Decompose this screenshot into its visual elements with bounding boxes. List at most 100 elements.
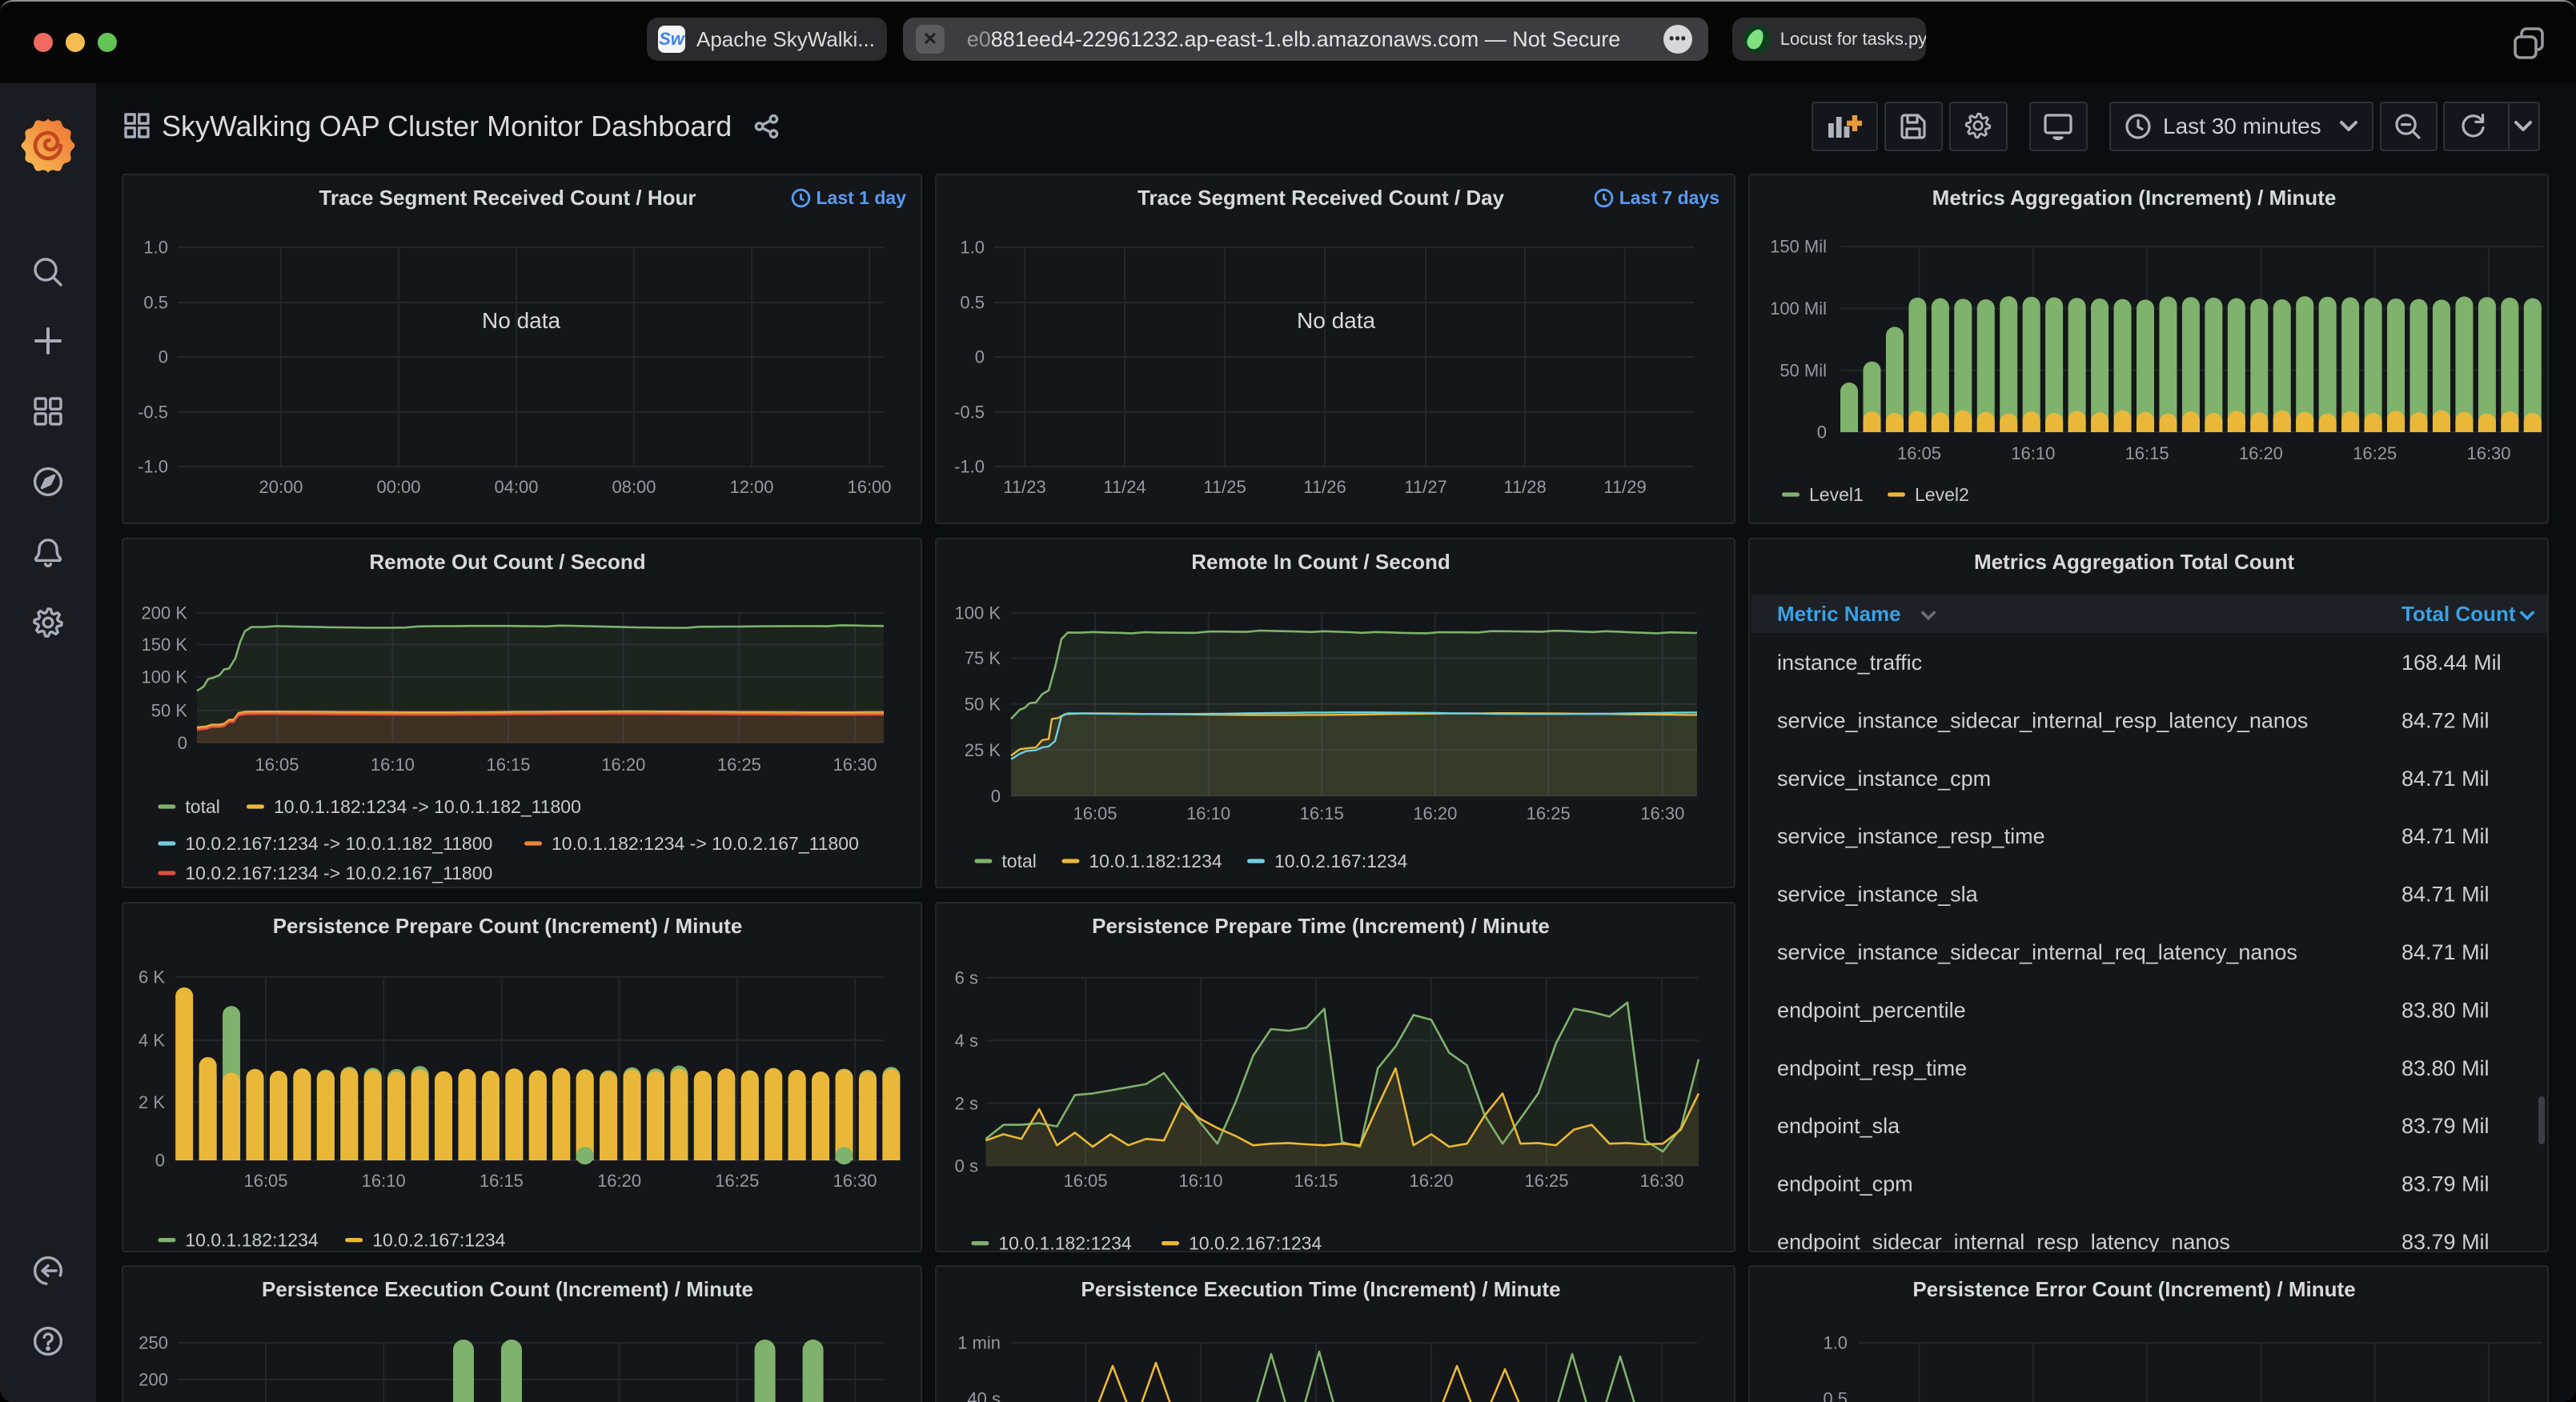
svg-text:100 K: 100 K [955,603,1001,623]
svg-text:10.0.1.182:1234: 10.0.1.182:1234 [185,1230,318,1251]
svg-text:150 K: 150 K [142,635,188,655]
svg-text:11/29: 11/29 [1603,477,1646,497]
svg-text:0: 0 [155,1151,165,1171]
svg-text:16:20: 16:20 [2239,443,2283,463]
svg-text:Level2: Level2 [1915,484,1969,505]
svg-text:11/24: 11/24 [1103,477,1146,497]
svg-text:16:25: 16:25 [1524,1171,1568,1191]
svg-text:instance_traffic: instance_traffic [1777,651,1922,675]
svg-text:10.0.1.182:1234 -> 10.0.1.182_: 10.0.1.182:1234 -> 10.0.1.182_11800 [274,796,581,817]
svg-text:0: 0 [991,787,1001,807]
svg-text:0.5: 0.5 [1823,1389,1848,1402]
svg-text:20:00: 20:00 [259,477,303,497]
svg-text:16:00: 16:00 [847,477,891,497]
svg-text:11/25: 11/25 [1203,477,1246,497]
svg-text:Level1: Level1 [1809,484,1864,505]
svg-text:50 K: 50 K [151,701,188,721]
svg-text:total: total [185,796,219,817]
svg-text:11/26: 11/26 [1303,477,1346,497]
svg-text:16:25: 16:25 [1527,803,1571,823]
svg-text:100 K: 100 K [142,667,188,687]
svg-text:83.79 Mil: 83.79 Mil [2401,1114,2490,1138]
svg-text:0: 0 [178,733,187,753]
svg-text:-1.0: -1.0 [138,457,168,477]
svg-text:84.71 Mil: 84.71 Mil [2401,767,2490,791]
svg-text:16:10: 16:10 [362,1171,406,1191]
svg-text:10.0.1.182:1234 -> 10.0.2.167_: 10.0.1.182:1234 -> 10.0.2.167_11800 [552,833,859,854]
svg-text:16:30: 16:30 [833,1171,877,1191]
svg-text:endpoint_sidecar_internal_resp: endpoint_sidecar_internal_resp_latency_n… [1777,1230,2230,1252]
svg-text:0.5: 0.5 [960,293,985,313]
svg-text:-1.0: -1.0 [954,457,985,477]
svg-text:250: 250 [138,1333,168,1353]
svg-text:168.44 Mil: 168.44 Mil [2401,651,2502,675]
svg-text:16:15: 16:15 [1294,1171,1338,1191]
svg-text:10.0.2.167:1234: 10.0.2.167:1234 [1274,851,1407,871]
svg-text:50 K: 50 K [965,695,1001,715]
svg-text:0: 0 [1817,423,1827,443]
svg-text:16:15: 16:15 [486,755,530,775]
svg-text:service_instance_sla: service_instance_sla [1777,883,1979,907]
svg-text:10.0.2.167:1234: 10.0.2.167:1234 [372,1230,505,1251]
svg-text:6 s: 6 s [955,968,978,988]
svg-text:16:20: 16:20 [597,1171,641,1191]
svg-text:service_instance_cpm: service_instance_cpm [1777,767,1991,791]
svg-text:4 s: 4 s [955,1031,978,1051]
svg-text:16:10: 16:10 [1186,803,1230,823]
svg-text:83.80 Mil: 83.80 Mil [2401,998,2490,1022]
svg-text:16:05: 16:05 [1897,443,1941,463]
svg-text:16:20: 16:20 [1413,803,1457,823]
svg-text:16:30: 16:30 [2466,443,2510,463]
svg-text:04:00: 04:00 [494,477,538,497]
svg-text:16:10: 16:10 [1178,1171,1222,1191]
svg-text:2 s: 2 s [955,1093,978,1113]
svg-text:40 s: 40 s [967,1389,1001,1402]
svg-text:6 K: 6 K [138,967,165,987]
svg-text:84.71 Mil: 84.71 Mil [2401,940,2490,964]
svg-text:service_instance_sidecar_inter: service_instance_sidecar_internal_req_la… [1777,940,2297,964]
svg-text:0: 0 [158,347,168,367]
svg-text:10.0.1.182:1234: 10.0.1.182:1234 [998,1233,1131,1254]
svg-text:11/28: 11/28 [1503,477,1546,497]
svg-text:1 min: 1 min [957,1333,1001,1353]
svg-text:-0.5: -0.5 [954,403,985,423]
svg-text:endpoint_cpm: endpoint_cpm [1777,1172,1913,1196]
svg-text:16:15: 16:15 [1300,803,1344,823]
svg-text:11/27: 11/27 [1404,477,1446,497]
svg-text:endpoint_resp_time: endpoint_resp_time [1777,1056,1967,1080]
svg-text:4 K: 4 K [138,1031,165,1051]
svg-text:75 K: 75 K [965,648,1001,668]
svg-text:service_instance_sidecar_inter: service_instance_sidecar_internal_resp_l… [1777,708,2308,732]
svg-text:16:10: 16:10 [371,755,415,775]
svg-text:16:30: 16:30 [1639,1171,1683,1191]
svg-text:10.0.2.167:1234: 10.0.2.167:1234 [1189,1233,1322,1254]
svg-text:16:15: 16:15 [479,1171,524,1191]
svg-text:16:25: 16:25 [715,1171,759,1191]
svg-text:16:30: 16:30 [833,755,877,775]
svg-text:150 Mil: 150 Mil [1770,237,1827,257]
svg-text:16:10: 16:10 [2011,443,2055,463]
svg-text:200: 200 [138,1370,168,1390]
svg-text:16:25: 16:25 [717,755,761,775]
svg-text:100 Mil: 100 Mil [1770,298,1827,318]
svg-text:2 K: 2 K [138,1092,165,1112]
svg-text:total: total [1001,851,1036,871]
svg-text:1.0: 1.0 [143,238,168,258]
svg-text:25 K: 25 K [965,740,1001,760]
svg-text:16:05: 16:05 [1073,803,1117,823]
svg-text:83.80 Mil: 83.80 Mil [2401,1056,2490,1080]
svg-text:08:00: 08:00 [612,477,656,497]
svg-text:endpoint_sla: endpoint_sla [1777,1114,1900,1138]
svg-text:10.0.2.167:1234 -> 10.0.1.182_: 10.0.2.167:1234 -> 10.0.1.182_11800 [185,833,492,854]
svg-text:16:20: 16:20 [601,755,645,775]
svg-text:service_instance_resp_time: service_instance_resp_time [1777,824,2045,848]
svg-text:16:05: 16:05 [243,1171,287,1191]
svg-text:12:00: 12:00 [729,477,773,497]
svg-text:84.72 Mil: 84.72 Mil [2401,708,2490,732]
svg-text:10.0.1.182:1234: 10.0.1.182:1234 [1089,851,1222,871]
svg-text:16:05: 16:05 [1063,1171,1107,1191]
svg-text:0.5: 0.5 [143,293,168,313]
svg-text:16:30: 16:30 [1640,803,1684,823]
svg-text:1.0: 1.0 [960,238,985,258]
svg-text:200 K: 200 K [142,603,188,623]
